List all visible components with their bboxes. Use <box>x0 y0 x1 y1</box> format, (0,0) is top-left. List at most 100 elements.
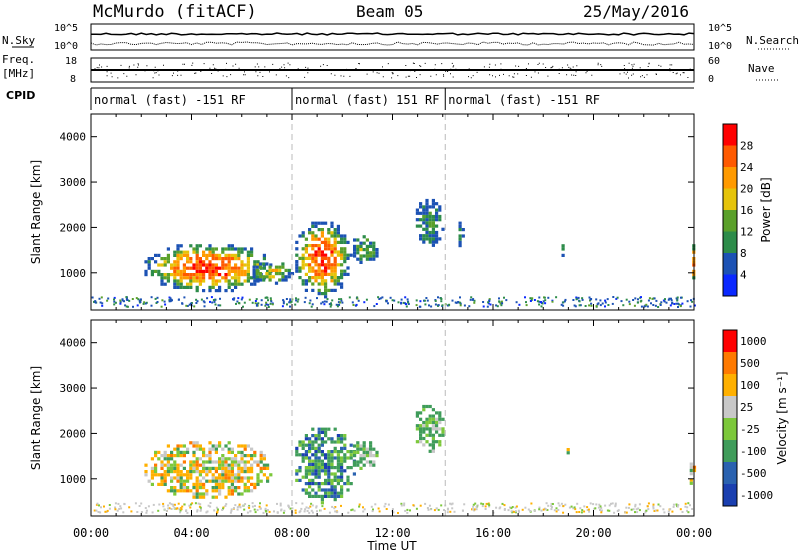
heatmap-cell <box>234 489 238 493</box>
ground-scatter-cell <box>487 302 490 305</box>
ground-scatter-cell <box>140 502 143 505</box>
ground-scatter-cell <box>168 300 171 303</box>
ground-scatter-cell <box>487 301 490 304</box>
heatmap-cell <box>195 470 199 474</box>
station-title: McMurdo (fitACF) <box>93 2 257 22</box>
heatmap-cell <box>262 278 266 282</box>
ground-scatter-cell <box>283 509 286 512</box>
heatmap-cell <box>202 492 206 496</box>
ground-scatter-cell <box>622 304 625 307</box>
heatmap-cell <box>317 456 321 460</box>
ground-scatter-cell <box>311 504 314 507</box>
heatmap-cell <box>320 459 324 463</box>
heatmap-cell <box>230 266 234 270</box>
heatmap-cell <box>195 266 199 270</box>
heatmap-cell <box>375 251 379 255</box>
ground-scatter-cell <box>224 504 227 507</box>
ground-scatter-cell <box>214 298 217 301</box>
heatmap-cell <box>144 463 148 467</box>
heatmap-cell <box>320 427 324 431</box>
heatmap-cell <box>211 279 215 283</box>
heatmap-cell <box>317 434 321 438</box>
heatmap-cell <box>214 466 218 470</box>
ground-scatter-cell <box>260 303 263 306</box>
colorbar-segment <box>723 462 737 484</box>
ground-scatter-cell <box>573 304 576 307</box>
heatmap-cell <box>327 244 331 248</box>
heatmap-cell <box>304 450 308 454</box>
heatmap-cell <box>221 247 225 251</box>
heatmap-cell <box>195 482 199 486</box>
heatmap-cell <box>224 460 228 464</box>
ground-scatter-cell <box>424 502 427 505</box>
ground-scatter-cell <box>428 504 431 507</box>
heatmap-cell <box>336 234 340 238</box>
heatmap-cell <box>458 240 462 244</box>
heatmap-cell <box>176 466 180 470</box>
ground-scatter-cell <box>216 511 218 514</box>
heatmap-cell <box>301 263 305 267</box>
heatmap-cell <box>157 473 161 477</box>
ground-scatter-cell <box>677 306 679 308</box>
ground-scatter-cell <box>538 303 541 306</box>
heatmap-cell <box>419 237 423 241</box>
heatmap-cell <box>320 450 324 454</box>
ground-scatter-cell <box>670 297 672 300</box>
ground-scatter-cell <box>637 507 640 510</box>
heatmap-cell <box>274 281 279 285</box>
heatmap-cell <box>317 446 321 450</box>
ground-scatter-cell <box>637 298 639 301</box>
ground-scatter-cell <box>557 508 560 511</box>
ground-scatter-cell <box>113 303 116 306</box>
heatmap-cell <box>320 501 324 505</box>
ground-scatter-cell <box>213 300 216 303</box>
heatmap-cell <box>208 447 212 451</box>
heatmap-cell <box>689 481 693 485</box>
ground-scatter-cell <box>503 508 506 511</box>
ground-scatter-cell <box>217 508 219 511</box>
heatmap-cell <box>281 272 285 276</box>
heatmap-cell <box>154 260 158 264</box>
heatmap-cell <box>295 453 299 457</box>
heatmap-cell <box>234 473 238 477</box>
heatmap-cell <box>195 441 199 445</box>
ground-scatter-cell <box>221 509 224 511</box>
heatmap-cell <box>308 485 312 489</box>
heatmap-cell <box>198 492 202 496</box>
ground-scatter-cell <box>392 511 395 514</box>
y-tick-label: 4000 <box>60 337 87 350</box>
heatmap-cell <box>240 454 244 458</box>
heatmap-cell <box>311 482 315 486</box>
ground-scatter-cell <box>557 502 560 505</box>
ground-scatter-cell <box>106 299 109 302</box>
heatmap-cell <box>255 268 259 272</box>
ground-scatter-cell <box>625 511 628 514</box>
ground-scatter-cell <box>599 509 601 511</box>
heatmap-cell <box>192 460 196 464</box>
ground-scatter-cell <box>286 303 288 306</box>
heatmap-cell <box>356 441 360 445</box>
heatmap-cell <box>689 478 693 482</box>
heatmap-cell <box>202 289 206 293</box>
heatmap-cell <box>566 448 570 452</box>
heatmap-cell <box>147 479 151 483</box>
heatmap-cell <box>311 224 315 228</box>
heatmap-cell <box>224 457 228 461</box>
ground-scatter-cell <box>488 298 491 301</box>
colorbar-tick-label: -1000 <box>740 489 773 502</box>
ground-scatter-cell <box>429 508 432 511</box>
heatmap-cell <box>304 282 308 286</box>
heatmap-cell <box>428 427 432 431</box>
heatmap-cell <box>246 479 250 483</box>
ground-scatter-cell <box>193 305 196 308</box>
ground-scatter-cell <box>266 296 269 299</box>
heatmap-cell <box>192 482 196 486</box>
ground-scatter-cell <box>686 509 688 512</box>
ground-scatter-cell <box>446 508 449 511</box>
heatmap-cell <box>340 282 344 286</box>
heatmap-cell <box>333 488 337 492</box>
ground-scatter-cell <box>104 510 107 513</box>
heatmap-cell <box>160 466 164 470</box>
heatmap-cell <box>308 446 312 450</box>
heatmap-cell <box>186 282 190 286</box>
